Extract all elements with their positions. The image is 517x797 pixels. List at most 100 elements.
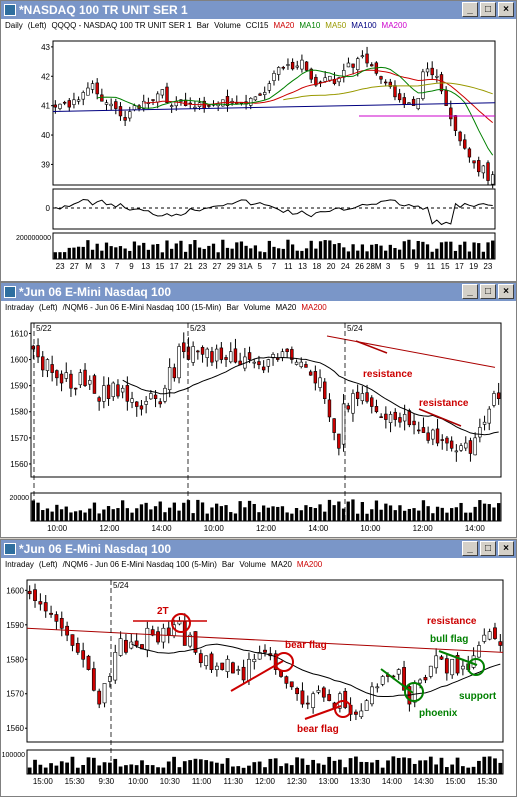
down-candle bbox=[257, 361, 261, 366]
down-candle bbox=[289, 681, 294, 688]
up-candle bbox=[280, 351, 285, 358]
info-item: Intraday bbox=[5, 303, 34, 312]
phoenix-circle bbox=[404, 682, 424, 702]
volume-bar bbox=[182, 761, 187, 774]
minimize-button[interactable]: _ bbox=[462, 284, 478, 299]
volume-bar bbox=[398, 505, 402, 521]
intraday-15min-window[interactable]: *Jun 06 E-Mini Nasdaq 100 _ □ × Intraday… bbox=[0, 282, 517, 538]
x-tick-label: 17 bbox=[170, 262, 179, 271]
down-candle bbox=[106, 384, 111, 399]
volume-bar bbox=[444, 767, 449, 774]
volume-bar bbox=[97, 765, 102, 774]
up-candle bbox=[86, 87, 90, 96]
volume-bar bbox=[305, 764, 310, 774]
volume-bar bbox=[348, 758, 353, 774]
x-tick-label: 10:00 bbox=[128, 777, 149, 786]
up-candle bbox=[482, 634, 487, 642]
info-item: Bar bbox=[226, 303, 239, 312]
volume-bar bbox=[54, 765, 59, 774]
volume-bar bbox=[402, 757, 406, 774]
volume-panel-border bbox=[30, 492, 502, 522]
maximize-button[interactable]: □ bbox=[480, 284, 496, 299]
title-bar[interactable]: *Jun 06 E-Mini Nasdaq 100 _ □ × bbox=[1, 540, 516, 558]
title-bar[interactable]: *NASDAQ 100 TR UNIT SER 1 _ □ × bbox=[1, 1, 516, 19]
volume-bar bbox=[215, 503, 219, 521]
up-candle bbox=[155, 93, 160, 103]
intraday-5min-window[interactable]: *Jun 06 E-Mini Nasdaq 100 _ □ × Intraday… bbox=[0, 539, 517, 797]
x-tick-label: 14:00 bbox=[308, 524, 329, 533]
info-item: MA10 bbox=[299, 21, 321, 30]
down-candle bbox=[284, 676, 289, 684]
chart-app-icon bbox=[4, 4, 16, 16]
close-button[interactable]: × bbox=[498, 2, 514, 17]
x-tick-label: 3 bbox=[386, 262, 391, 271]
volume-bar bbox=[160, 252, 164, 259]
up-candle bbox=[104, 102, 109, 105]
info-item: MA20 bbox=[271, 560, 292, 569]
up-candle bbox=[487, 408, 491, 424]
minimize-button[interactable]: _ bbox=[462, 541, 478, 556]
down-candle bbox=[247, 352, 252, 360]
volume-bar bbox=[478, 500, 482, 521]
volume-bar bbox=[53, 252, 57, 259]
ma20-line bbox=[131, 643, 501, 697]
x-tick-label: 12:00 bbox=[256, 524, 277, 533]
chart-info-line: Daily (Left) QQQQ - NASDAQ 100 TR UNIT SER… bbox=[1, 19, 516, 33]
volume-bar bbox=[397, 249, 402, 259]
up-candle bbox=[412, 683, 417, 703]
session-date-label: 5/24 bbox=[113, 581, 129, 590]
volume-bar bbox=[477, 760, 481, 774]
down-candle bbox=[165, 86, 169, 104]
title-bar[interactable]: *Jun 06 E-Mini Nasdaq 100 _ □ × bbox=[1, 283, 516, 301]
volume-bar bbox=[58, 252, 62, 259]
volume-bar bbox=[257, 512, 261, 521]
down-candle bbox=[233, 348, 238, 363]
session-date-label: 5/24 bbox=[347, 324, 363, 333]
volume-bar bbox=[360, 502, 364, 521]
down-candle bbox=[219, 347, 224, 360]
intraday-5min-chart: 1560 1570 1580 1590 1600 5/24 100000 15:00 15:30… bbox=[2, 579, 504, 786]
up-candle bbox=[81, 92, 85, 100]
volume-bar bbox=[76, 246, 81, 259]
up-candle bbox=[163, 387, 167, 402]
info-item: Bar bbox=[221, 560, 235, 569]
minimize-button[interactable]: _ bbox=[462, 2, 478, 17]
session-date-label: 5/23 bbox=[190, 324, 206, 333]
price-panel-border bbox=[30, 322, 502, 478]
maximize-button[interactable]: □ bbox=[480, 541, 496, 556]
volume-bar bbox=[165, 240, 169, 259]
volume-bar bbox=[139, 504, 144, 521]
phoenix-line bbox=[380, 668, 414, 694]
cci-panel-border bbox=[52, 188, 496, 230]
down-candle bbox=[158, 401, 162, 405]
down-candle bbox=[343, 690, 348, 708]
down-candle bbox=[125, 385, 130, 402]
down-candle bbox=[186, 346, 191, 360]
volume-bar bbox=[370, 509, 374, 521]
volume-bar bbox=[81, 764, 86, 774]
volume-bar bbox=[421, 500, 426, 521]
up-candle bbox=[188, 634, 193, 647]
volume-bar bbox=[384, 250, 388, 259]
close-button[interactable]: × bbox=[498, 284, 514, 299]
up-candle bbox=[266, 359, 271, 367]
up-candle bbox=[76, 99, 81, 102]
down-candle bbox=[95, 82, 99, 95]
down-candle bbox=[123, 117, 127, 121]
volume-bar bbox=[108, 762, 112, 774]
volume-bar bbox=[67, 247, 71, 259]
volume-bar bbox=[225, 758, 230, 774]
info-item: /NQM6 - Jun 06 E-Mini Nasdaq 100 (15-Min… bbox=[62, 303, 222, 312]
maximize-button[interactable]: □ bbox=[480, 2, 496, 17]
up-candle bbox=[346, 62, 351, 68]
daily-chart-window[interactable]: *NASDAQ 100 TR UNIT SER 1 _ □ × Daily (Le… bbox=[0, 0, 517, 282]
chart-info-line: Intraday (Left) /NQM6 - Jun 06 E-Mini Nasd… bbox=[1, 301, 516, 315]
close-button[interactable]: × bbox=[498, 541, 514, 556]
down-candle bbox=[114, 101, 118, 109]
ma50-line bbox=[283, 82, 493, 101]
volume-bar bbox=[311, 759, 316, 774]
down-candle bbox=[97, 397, 101, 402]
down-candle bbox=[397, 93, 402, 101]
volume-bar bbox=[498, 762, 503, 774]
down-candle bbox=[402, 667, 406, 691]
